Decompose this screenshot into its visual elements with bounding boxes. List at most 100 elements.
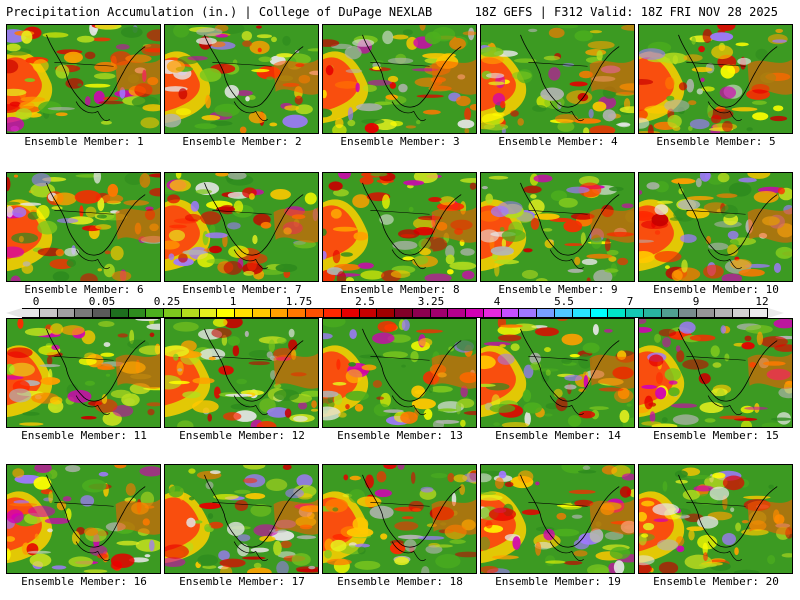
header: Precipitation Accumulation (in.) | Colle…	[0, 0, 800, 24]
colorbar-cell	[181, 309, 200, 317]
colorbar-tick-label: 12	[755, 295, 769, 308]
precip-map-panel	[638, 172, 793, 282]
precip-map-panel	[6, 172, 161, 282]
colorbar-cell	[341, 309, 360, 317]
ensemble-member-label: Ensemble Member: 9	[498, 283, 618, 296]
colorbar-cell	[608, 309, 627, 317]
precip-map	[639, 25, 792, 133]
colorbar-cell	[750, 309, 769, 317]
precip-map	[7, 465, 160, 573]
colorbar-tick-label: 9	[692, 295, 700, 308]
colorbar-cell	[306, 309, 325, 317]
precip-map-panel	[164, 172, 319, 282]
colorbar-cell	[466, 309, 484, 317]
colorbar-cell	[146, 309, 165, 317]
colorbar-cell	[554, 309, 573, 317]
colorbar-cell	[377, 309, 396, 317]
colorbar-cell	[217, 309, 236, 317]
precip-map-panel	[164, 24, 319, 134]
colorbar-cell	[501, 309, 520, 317]
precip-map	[481, 173, 634, 281]
colorbar-tick-label: 5.5	[554, 295, 574, 308]
ensemble-member-label: Ensemble Member: 18	[337, 575, 463, 588]
colorbar-tick-label: 3.25	[417, 295, 445, 308]
ensemble-member-label: Ensemble Member: 19	[495, 575, 621, 588]
colorbar-cell	[235, 309, 253, 317]
precip-map	[323, 319, 476, 427]
precip-map-panel	[480, 318, 635, 428]
colorbar-cell	[537, 309, 555, 317]
ensemble-member-label: Ensemble Member: 1	[24, 135, 144, 148]
precip-map	[165, 319, 318, 427]
colorbar-cell	[110, 309, 129, 317]
colorbar-cell	[572, 309, 591, 317]
ensemble-member-label: Ensemble Member: 14	[495, 429, 621, 442]
precip-map	[481, 319, 634, 427]
ensemble-member-label: Ensemble Member: 20	[653, 575, 779, 588]
colorbar-cell	[395, 309, 413, 317]
colorbar-cell	[697, 309, 715, 317]
ensemble-member-label: Ensemble Member: 3	[340, 135, 460, 148]
ensemble-member-label: Ensemble Member: 12	[179, 429, 305, 442]
colorbar-tick-label: 7	[626, 295, 634, 308]
precip-map-panel	[638, 318, 793, 428]
precip-map	[639, 173, 792, 281]
colorbar	[22, 308, 769, 318]
colorbar-cell	[270, 309, 289, 317]
precip-map-panel	[322, 172, 477, 282]
precip-map	[323, 173, 476, 281]
precip-map	[7, 319, 160, 427]
colorbar-tick-label: 4	[493, 295, 501, 308]
colorbar-tick-label: 1	[229, 295, 237, 308]
precip-map	[481, 465, 634, 573]
colorbar-cell	[324, 309, 342, 317]
ensemble-member-label: Ensemble Member: 4	[498, 135, 618, 148]
ensemble-member-label: Ensemble Member: 8	[340, 283, 460, 296]
colorbar-cell	[643, 309, 662, 317]
colorbar-labels: 0 0.05 0.25 1 1.75 2.5 3.25 4 5.5 7 9 12	[0, 296, 800, 320]
precip-map-panel	[164, 318, 319, 428]
precip-map	[639, 319, 792, 427]
ensemble-member-label: Ensemble Member: 16	[21, 575, 147, 588]
colorbar-cell	[483, 309, 502, 317]
colorbar-right-arrow	[768, 308, 784, 318]
colorbar-cell	[359, 309, 378, 317]
precip-map	[323, 465, 476, 573]
colorbar-tick-label: 2.5	[355, 295, 375, 308]
ensemble-member-label: Ensemble Member: 11	[21, 429, 147, 442]
colorbar-cell	[199, 309, 218, 317]
precip-map-panel	[6, 318, 161, 428]
ensemble-member-label: Ensemble Member: 5	[656, 135, 776, 148]
precip-map-panel	[480, 172, 635, 282]
colorbar-tick-label: 0.25	[153, 295, 181, 308]
precip-map	[7, 25, 160, 133]
colorbar-left-arrow	[6, 308, 22, 318]
colorbar-cell	[679, 309, 698, 317]
colorbar-cell	[22, 309, 40, 317]
colorbar-tick-label: 0.05	[88, 295, 116, 308]
colorbar-cell	[128, 309, 147, 317]
ensemble-member-label: Ensemble Member: 15	[653, 429, 779, 442]
precip-map-panel	[480, 24, 635, 134]
precip-map-panel	[322, 24, 477, 134]
colorbar-cell	[164, 309, 182, 317]
colorbar-cell	[519, 309, 538, 317]
colorbar-cell	[93, 309, 111, 317]
colorbar-tick-label: 0	[32, 295, 40, 308]
ensemble-member-label: Ensemble Member: 10	[653, 283, 779, 296]
precip-map	[165, 173, 318, 281]
precip-map-panel	[322, 464, 477, 574]
colorbar-cell	[448, 309, 467, 317]
precip-map-panel	[164, 464, 319, 574]
ensemble-member-label: Ensemble Member: 7	[182, 283, 302, 296]
precip-map-panel	[322, 318, 477, 428]
precip-map	[323, 25, 476, 133]
colorbar-cell	[412, 309, 431, 317]
ensemble-member-label: Ensemble Member: 2	[182, 135, 302, 148]
precip-map	[481, 25, 634, 133]
colorbar-cell	[732, 309, 751, 317]
page-title: Precipitation Accumulation (in.) | Colle…	[6, 5, 433, 19]
colorbar-cell	[75, 309, 94, 317]
model-run-info: 18Z GEFS | F312 Valid: 18Z FRI NOV 28 20…	[474, 5, 778, 19]
precip-map-panel	[480, 464, 635, 574]
